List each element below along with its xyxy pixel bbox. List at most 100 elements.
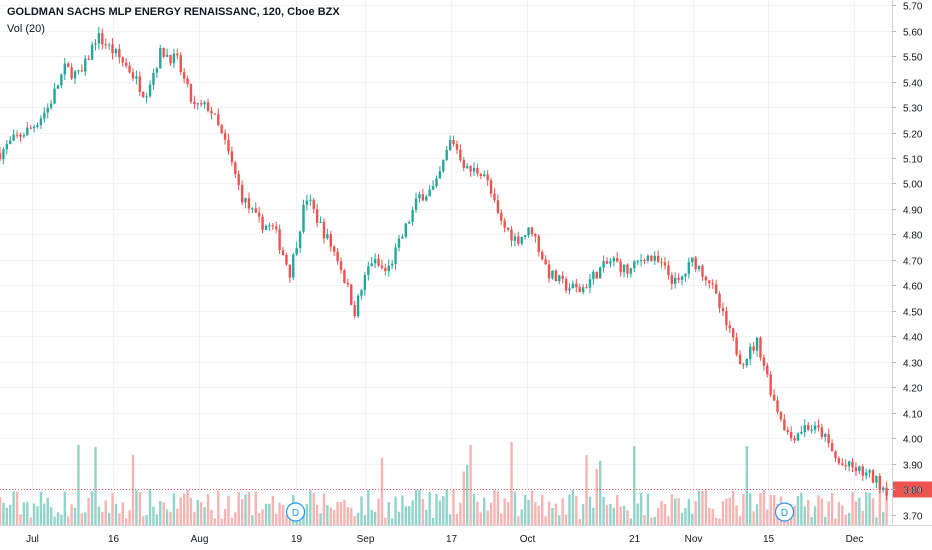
volume-bar xyxy=(558,515,561,525)
candle-body xyxy=(520,236,523,244)
candle-body xyxy=(602,261,605,268)
candle-body xyxy=(851,461,854,468)
candle-body xyxy=(329,234,332,247)
volume-bar xyxy=(861,510,864,525)
candle-body xyxy=(118,49,121,58)
volume-bar xyxy=(639,492,643,525)
volume-bar xyxy=(834,518,837,525)
volume-bar xyxy=(493,489,496,525)
candle-body xyxy=(769,374,772,395)
candle-body xyxy=(469,166,472,172)
candle-body xyxy=(206,102,210,112)
volume-bar xyxy=(285,515,288,525)
volume-bar xyxy=(551,508,554,525)
candle-body xyxy=(142,92,145,98)
volume-bar xyxy=(26,502,29,525)
volume-bar xyxy=(312,493,315,525)
candle-body xyxy=(203,102,206,105)
y-tick-label: 3.90 xyxy=(903,461,923,472)
candle-body xyxy=(875,475,878,483)
candle-body xyxy=(435,178,438,187)
dividend-marker[interactable]: D xyxy=(774,502,795,522)
volume-bar xyxy=(684,508,687,525)
time-axis[interactable]: Jul 16 Aug 19 Sep 17 Oct 21 Nov 15 Dec xyxy=(26,534,863,545)
candle-body xyxy=(694,257,697,270)
dividend-marker[interactable]: D xyxy=(285,502,306,522)
volume-bar xyxy=(541,494,544,525)
volume-bar xyxy=(602,496,605,525)
volume-bar xyxy=(336,501,339,525)
volume-bar xyxy=(592,507,595,525)
candle-body xyxy=(564,278,568,291)
volume-bar xyxy=(367,489,370,525)
volume-bar xyxy=(124,518,128,525)
candle-body xyxy=(298,231,302,249)
volume-bar xyxy=(302,510,305,525)
candle-body xyxy=(735,337,738,355)
volume-bar xyxy=(793,505,796,525)
volume-bar xyxy=(564,514,568,525)
volume-bar xyxy=(656,508,660,525)
volume-bar xyxy=(619,506,622,525)
candle-body xyxy=(626,264,629,274)
candle-body xyxy=(674,277,677,284)
volume-bar xyxy=(616,495,619,525)
volume-bar xyxy=(360,496,363,525)
volume-bar xyxy=(169,511,172,525)
volume-bar xyxy=(455,513,459,525)
volume-bar xyxy=(629,518,633,525)
candle-body xyxy=(332,246,336,252)
x-tick-label: Aug xyxy=(191,534,209,545)
volume-bar xyxy=(483,497,486,525)
candle-body xyxy=(251,208,254,210)
candle-body xyxy=(394,247,397,264)
volume-bar xyxy=(288,517,292,525)
volume-bar xyxy=(401,495,404,525)
volume-bar xyxy=(234,512,237,525)
volume-bar xyxy=(90,491,94,525)
candle-body xyxy=(196,103,199,105)
candle-body xyxy=(315,209,319,223)
volume-bar xyxy=(182,493,186,525)
y-tick-label: 4.50 xyxy=(903,308,923,319)
last-price-badge xyxy=(893,481,932,498)
volume-bar xyxy=(39,491,43,525)
volume-bar xyxy=(172,493,176,525)
candle-body xyxy=(789,431,793,439)
candle-body xyxy=(489,180,493,194)
volume-bar xyxy=(353,516,356,525)
candle-body xyxy=(165,54,169,57)
volume-bar xyxy=(142,516,145,525)
volume-bar xyxy=(32,503,36,525)
volume-bar xyxy=(94,447,97,525)
volume-bar xyxy=(138,492,142,525)
volume-bar xyxy=(786,518,789,525)
volume-bar xyxy=(53,516,56,525)
candle-body xyxy=(169,54,172,64)
price-axis[interactable]: 3.70 3.80 3.90 4.00 4.10 4.20 4.30 4.40 4.50 4.60… xyxy=(892,2,923,523)
candle-body xyxy=(421,194,425,201)
candle-body xyxy=(67,63,70,68)
volume-bar xyxy=(339,501,343,525)
candle-body xyxy=(189,84,193,102)
volume-bar xyxy=(165,509,169,525)
candle-body xyxy=(63,63,66,75)
volume-bar xyxy=(431,517,435,525)
candle-body xyxy=(455,144,459,150)
candle-body xyxy=(759,337,762,358)
volume-bar xyxy=(329,507,332,525)
candle-body xyxy=(844,464,847,467)
volume-bar xyxy=(718,518,721,525)
volume-bar xyxy=(414,489,418,525)
candle-body xyxy=(111,44,114,54)
volume-bar xyxy=(227,495,230,525)
candle-body xyxy=(275,226,278,230)
candle-body xyxy=(858,466,861,472)
candle-body xyxy=(97,33,101,44)
candle-body xyxy=(885,487,888,496)
candle-body xyxy=(636,261,639,263)
volume-bar xyxy=(9,504,12,525)
dividend-marker-circle xyxy=(774,502,795,522)
candle-body xyxy=(660,261,663,263)
